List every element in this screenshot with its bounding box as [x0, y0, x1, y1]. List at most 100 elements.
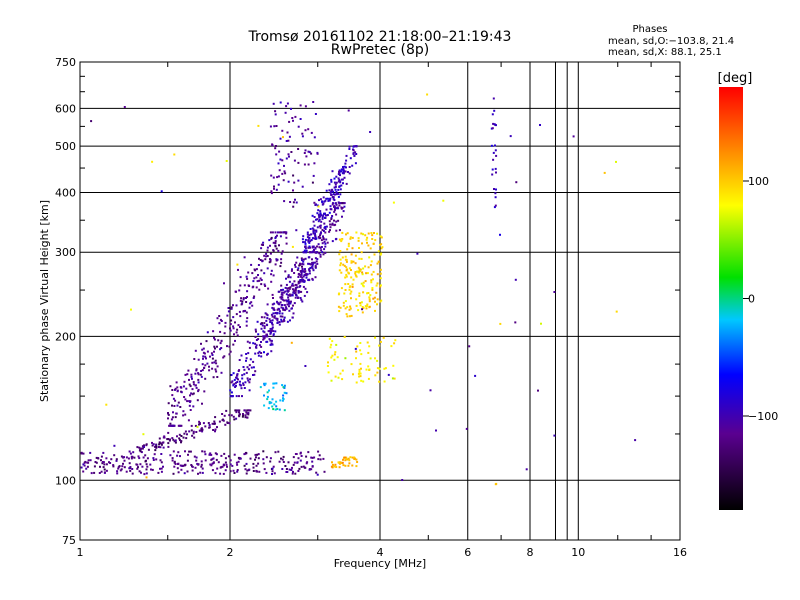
data-point	[263, 327, 266, 330]
data-point	[283, 391, 286, 394]
data-point	[270, 236, 273, 239]
data-point	[336, 206, 339, 209]
data-point	[283, 409, 286, 412]
data-point	[347, 109, 350, 112]
data-point	[339, 188, 342, 191]
data-point	[171, 389, 174, 391]
data-point	[105, 469, 108, 472]
data-point	[294, 472, 297, 475]
data-point	[344, 456, 346, 459]
data-point	[272, 274, 275, 277]
data-point	[280, 252, 283, 255]
data-point	[230, 381, 233, 384]
data-point	[373, 253, 376, 256]
data-point	[281, 468, 284, 470]
data-point	[203, 390, 206, 393]
data-point	[112, 465, 115, 468]
data-point	[319, 233, 322, 236]
data-point	[260, 352, 263, 354]
data-point	[264, 285, 267, 287]
data-point	[223, 282, 225, 285]
data-point	[193, 455, 196, 458]
data-point	[322, 202, 325, 205]
data-point	[191, 469, 194, 472]
data-point	[310, 152, 313, 155]
data-point	[289, 319, 291, 322]
y-tick-label: 75	[62, 534, 76, 547]
data-point	[367, 232, 370, 235]
data-point	[235, 395, 238, 398]
data-point	[197, 378, 200, 381]
data-point	[295, 201, 298, 204]
data-point	[379, 272, 382, 275]
data-point	[321, 201, 324, 204]
data-point	[255, 286, 258, 289]
data-point	[145, 443, 148, 446]
data-point	[167, 417, 169, 420]
data-point	[357, 309, 360, 312]
data-point	[312, 232, 315, 235]
data-point	[495, 482, 498, 485]
data-point	[369, 357, 372, 360]
data-point	[336, 356, 339, 359]
data-point	[235, 313, 238, 316]
data-point	[214, 452, 217, 455]
data-point	[195, 456, 198, 459]
data-point	[302, 258, 305, 261]
data-point	[229, 350, 232, 353]
data-point	[95, 461, 98, 464]
data-point	[358, 268, 361, 271]
data-point	[130, 308, 132, 311]
data-point	[330, 180, 333, 183]
data-point	[313, 237, 316, 240]
data-point	[381, 246, 384, 249]
data-point	[217, 461, 220, 464]
data-point	[171, 416, 174, 419]
data-point	[366, 341, 369, 344]
data-point	[299, 285, 302, 287]
data-point	[368, 300, 371, 303]
data-point	[342, 458, 344, 461]
data-point	[198, 420, 201, 423]
data-point	[121, 465, 124, 468]
x-tick-label: 8	[527, 546, 534, 559]
data-point	[192, 430, 195, 433]
data-point	[345, 159, 348, 162]
data-point	[237, 378, 239, 381]
data-point	[245, 462, 248, 465]
data-point	[278, 312, 281, 315]
data-point	[200, 460, 203, 463]
data-point	[102, 466, 105, 469]
data-point	[235, 290, 237, 293]
data-point	[151, 468, 154, 471]
data-point	[292, 189, 294, 192]
data-point	[173, 440, 176, 443]
data-point	[266, 391, 269, 394]
data-point	[314, 247, 317, 250]
data-point	[315, 251, 318, 254]
data-point	[293, 302, 296, 305]
data-point	[100, 470, 103, 473]
data-point	[292, 312, 295, 315]
data-point	[180, 441, 182, 444]
data-point	[157, 446, 160, 448]
data-point	[300, 290, 303, 293]
data-point	[194, 384, 197, 387]
data-point	[356, 270, 359, 273]
data-point	[292, 284, 295, 287]
data-point	[272, 408, 275, 411]
data-point	[205, 357, 207, 360]
data-point	[340, 184, 343, 187]
data-point	[250, 366, 253, 369]
data-point	[356, 461, 359, 463]
data-point	[348, 308, 351, 311]
data-point	[303, 249, 306, 252]
data-point	[285, 242, 288, 245]
data-point	[273, 187, 275, 190]
data-point	[292, 463, 295, 466]
colorbar-tick-label: −100	[748, 410, 778, 423]
data-point	[344, 289, 347, 291]
data-point	[167, 431, 170, 434]
data-point	[330, 189, 333, 192]
data-point	[303, 163, 306, 166]
